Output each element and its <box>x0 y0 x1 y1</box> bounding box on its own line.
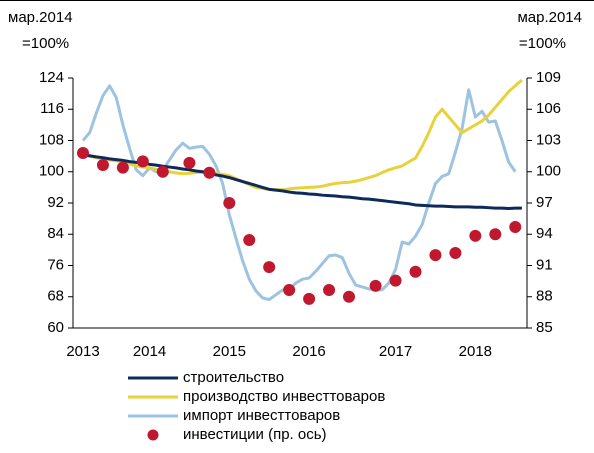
series-dot <box>409 265 422 278</box>
series-dot <box>303 292 316 305</box>
y-label: =100% <box>22 35 69 52</box>
y-tick-label: 92 <box>47 194 64 211</box>
x-tick-label: 2015 <box>213 343 246 360</box>
series-dot <box>469 229 482 242</box>
series-dot <box>183 156 196 169</box>
x-tick-label: 2013 <box>66 343 99 360</box>
y2-tick-label: 94 <box>536 225 553 242</box>
y-tick-label: 84 <box>47 225 64 242</box>
y-tick-label: 108 <box>39 131 64 148</box>
x-tick-label: 2014 <box>133 343 166 360</box>
series-line <box>82 78 523 192</box>
series-dot <box>116 161 129 174</box>
series-dot <box>369 279 382 292</box>
y-tick-label: 68 <box>47 288 64 305</box>
y-tick-label: 116 <box>40 100 64 117</box>
series-dot <box>203 166 216 179</box>
series-dot <box>156 165 169 178</box>
x-tick-label: 2017 <box>379 343 412 360</box>
legend-label: строительство <box>183 369 284 386</box>
series-dot <box>263 261 276 274</box>
x-tick-label: 2018 <box>459 343 492 360</box>
y2-label: =100% <box>519 35 566 52</box>
series-dot <box>77 147 89 159</box>
y2-tick-label: 88 <box>536 288 553 305</box>
legend-dot <box>147 429 159 441</box>
y-tick-label: 100 <box>39 163 64 180</box>
series-dot <box>489 228 502 241</box>
series-dot <box>509 220 522 233</box>
y-label: мар.2014 <box>8 9 73 26</box>
series-dot <box>429 249 442 262</box>
series-dot <box>323 283 336 296</box>
legend-label: инвестиции (пр. ось) <box>183 426 327 443</box>
series-dot <box>223 197 236 209</box>
series-dot <box>449 247 462 259</box>
y-tick-label: 124 <box>39 69 64 86</box>
series-dot <box>243 233 256 246</box>
series-dot <box>96 158 109 171</box>
legend-label: производство инвесттоваров <box>183 388 385 405</box>
y2-tick-label: 109 <box>536 69 561 86</box>
series-dot <box>283 283 296 296</box>
series-line <box>82 153 522 210</box>
y2-tick-label: 97 <box>536 194 553 211</box>
y2-tick-label: 85 <box>536 319 553 336</box>
x-tick-label: 2016 <box>292 343 325 360</box>
series-dot <box>343 290 355 303</box>
series-line <box>81 84 517 301</box>
y2-tick-label: 103 <box>536 131 561 148</box>
y2-tick-label: 106 <box>536 100 561 117</box>
y2-tick-label: 100 <box>536 163 561 180</box>
legend-label: импорт инвесттоваров <box>183 407 340 424</box>
y-tick-label: 76 <box>47 256 64 273</box>
series-dot <box>136 155 149 168</box>
y2-tick-label: 91 <box>536 256 553 273</box>
y2-label: мар.2014 <box>517 9 582 26</box>
series-dot <box>389 274 402 287</box>
y-tick-label: 60 <box>47 319 64 336</box>
